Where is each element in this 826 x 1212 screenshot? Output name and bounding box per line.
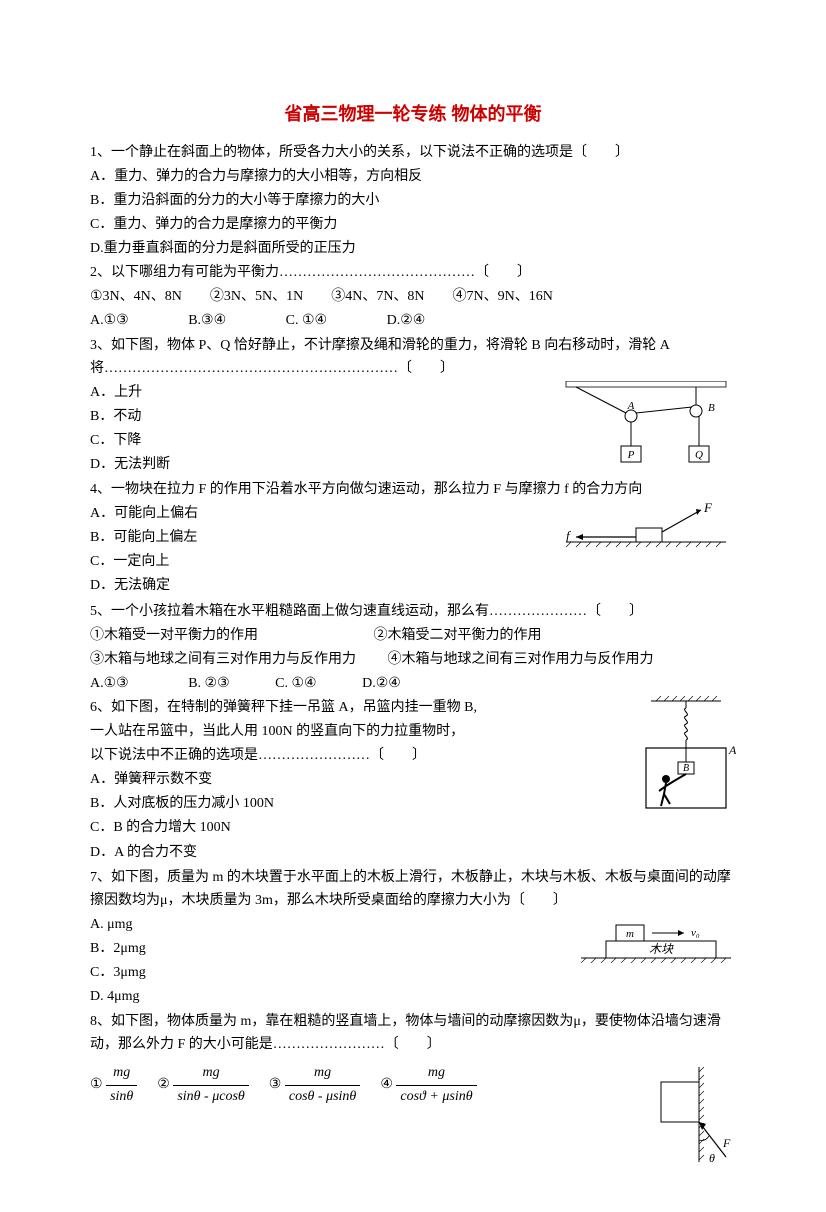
q8-formulas: ① mgsinθ ② mgsinθ - μcosθ ③ mgcosθ - μsi…: [90, 1062, 641, 1108]
q8-stem: 8、如下图，物体质量为 m，靠在粗糙的竖直墙上，物体与墙间的动摩擦因数为μ，要使…: [90, 1010, 736, 1056]
q3-stem: 3、如下图，物体 P、Q 恰好静止，不计摩擦及绳和滑轮的重力，将滑轮 B 向右移…: [90, 334, 736, 380]
q5-optB: B. ②③: [188, 676, 229, 691]
svg-text:A: A: [728, 743, 736, 757]
q8-f2: ② mgsinθ - μcosθ: [157, 1062, 249, 1108]
q8-figure: F θ: [651, 1062, 736, 1172]
q5-i34: ③木箱与地球之间有三对作用力与反作用力 ④木箱与地球之间有三对作用力与反作用力: [90, 648, 736, 671]
q8-f1: ① mgsinθ: [90, 1062, 137, 1108]
q1-optD: D.重力垂直斜面的分力是斜面所受的正压力: [90, 237, 736, 260]
svg-text:θ: θ: [709, 1151, 715, 1165]
svg-text:A: A: [627, 400, 635, 412]
q8-f4: ④ mgcosϑ + μsinθ: [380, 1062, 476, 1108]
svg-text:P: P: [627, 449, 635, 461]
svg-text:m: m: [626, 928, 634, 940]
q1-optA: A．重力、弹力的合力与摩擦力的大小相等，方向相反: [90, 165, 736, 188]
q7-optC: C．3μmg: [90, 961, 736, 984]
q6-figure: A B: [626, 696, 736, 816]
q5-i12: ①木箱受一对平衡力的作用 ②木箱受二对平衡力的作用: [90, 624, 736, 647]
q1-stem: 1、一个静止在斜面上的物体，所受各力大小的关系，以下说法不正确的选项是〔 〕: [90, 141, 736, 164]
q5-i3: ③木箱与地球之间有三对作用力与反作用力: [90, 652, 356, 667]
q2-options: A.①③ B.③④ C. ①④ D.②④: [90, 309, 736, 332]
q4-stem: 4、一物块在拉力 F 的作用下沿着水平方向做匀速运动，那么拉力 F 与摩擦力 f…: [90, 478, 736, 501]
q6-optD: D．A 的合力不变: [90, 841, 736, 864]
page-title: 省高三物理一轮专练 物体的平衡: [90, 100, 736, 129]
q4-optC: C．一定向上: [90, 550, 736, 573]
q3-figure: A B P Q: [536, 381, 736, 471]
q5-i2: ②木箱受二对平衡力的作用: [374, 628, 542, 643]
q5-optC: C. ①④: [275, 676, 316, 691]
q1-optB: B．重力沿斜面的分力的大小等于摩擦力的大小: [90, 189, 736, 212]
q2-optC: C. ①④: [286, 313, 327, 328]
q5-options: A.①③ B. ②③ C. ①④ D.②④: [90, 672, 736, 695]
q2-optA: A.①③: [90, 313, 129, 328]
q5-optA: A.①③: [90, 676, 129, 691]
q2-optB: B.③④: [188, 313, 226, 328]
q5-i4: ④木箱与地球之间有三对作用力与反作用力: [388, 652, 654, 667]
svg-text:F: F: [722, 1136, 731, 1150]
q7-figure: m v₀ 木块: [576, 913, 736, 963]
q5-stem: 5、一个小孩拉着木箱在水平粗糙路面上做匀速直线运动，那么有…………………〔 〕: [90, 600, 736, 623]
q2-optD: D.②④: [387, 313, 426, 328]
svg-text:v₀: v₀: [691, 927, 700, 939]
q7-optD: D. 4μmg: [90, 985, 736, 1008]
svg-text:F: F: [703, 502, 713, 515]
q8-f3: ③ mgcosθ - μsinθ: [269, 1062, 361, 1108]
q7-stem: 7、如下图，质量为 m 的木块置于水平面上的木板上滑行，木板静止，木块与木板、木…: [90, 866, 736, 912]
q2-stem: 2、以下哪组力有可能为平衡力……………………………………〔 〕: [90, 261, 736, 284]
q1-optC: C．重力、弹力的合力是摩擦力的平衡力: [90, 213, 736, 236]
svg-text:B: B: [708, 402, 715, 414]
q5-i1: ①木箱受一对平衡力的作用: [90, 628, 258, 643]
svg-text:B: B: [683, 763, 689, 774]
q2-items: ①3N、4N、8N ②3N、5N、1N ③4N、7N、8N ④7N、9N、16N: [90, 285, 736, 308]
svg-text:f: f: [566, 528, 572, 543]
svg-text:木块: 木块: [649, 942, 674, 956]
q4-optD: D．无法确定: [90, 574, 736, 597]
q5-optD: D.②④: [362, 676, 401, 691]
q6-optC: C．B 的合力增大 100N: [90, 816, 736, 839]
q4-figure: F f: [556, 502, 736, 552]
svg-text:Q: Q: [695, 449, 703, 461]
